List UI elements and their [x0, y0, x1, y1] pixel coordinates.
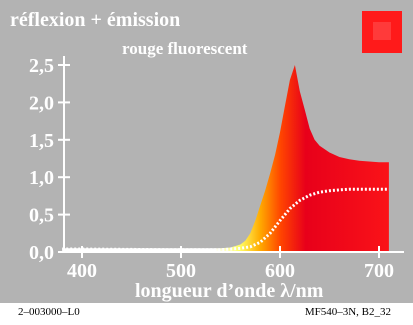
reflection-curve [62, 187, 389, 252]
y-tick-label: 0,5 [29, 205, 54, 227]
x-axis-label: longueur d’onde λ/nm [135, 280, 324, 302]
spectrum-chart: réflexion + émission rouge fluorescent 0… [10, 9, 404, 302]
footer-code-right: MF540–3N, B2_32 [304, 306, 391, 318]
x-tick-label: 400 [67, 260, 97, 282]
footer-code-left: 2–003000–L0 [18, 306, 80, 318]
x-tick-label: 700 [364, 260, 394, 282]
y-ticks: 0,0 0,5 1,0 1,5 2,0 2,5 [29, 55, 70, 264]
emission-area [62, 65, 389, 252]
y-tick-label: 1,5 [29, 130, 54, 152]
color-swatch-inner [373, 22, 391, 40]
y-tick-label: 2,5 [29, 55, 54, 77]
x-tick-label: 500 [166, 260, 196, 282]
plot-panel: réflexion + émission rouge fluorescent 0… [0, 0, 413, 303]
y-tick-label: 0,0 [29, 242, 54, 264]
x-tick-label: 600 [265, 260, 295, 282]
chart-subtitle: rouge fluorescent [122, 39, 248, 58]
y-tick-label: 2,0 [29, 92, 54, 114]
chart-title: réflexion + émission [10, 9, 180, 31]
x-ticks: 400 500 600 700 [67, 246, 394, 282]
y-tick-label: 1,0 [29, 167, 54, 189]
